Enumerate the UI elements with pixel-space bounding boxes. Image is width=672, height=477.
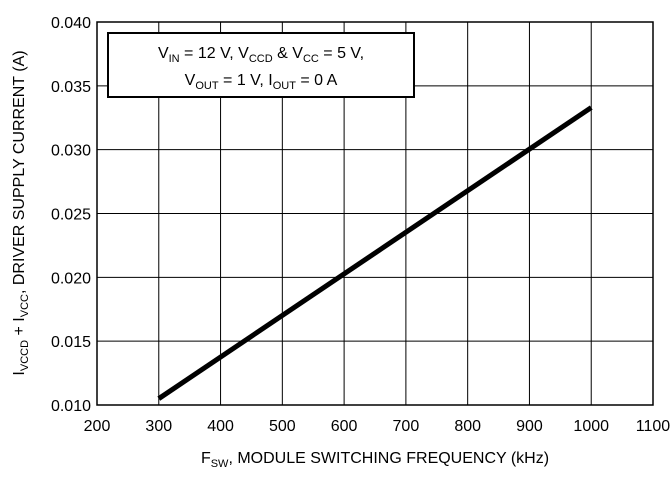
text-run: I <box>11 371 28 375</box>
annotation: VIN = 12 V, VCCD & VCC = 5 V, <box>158 45 364 65</box>
subscript: VCCD <box>19 340 31 371</box>
x-tick-label: 1100 <box>636 418 671 435</box>
text-run: , MODULE SWITCHING FREQUENCY (kHz) <box>228 450 549 467</box>
text-run: F <box>201 450 211 467</box>
y-axis-label: IVCCD + IVCC, DRIVER SUPPLY CURRENT (A) <box>11 50 31 375</box>
x-tick-label: 300 <box>145 418 172 435</box>
y-tick-label: 0.015 <box>51 334 91 351</box>
y-tick-label: 0.040 <box>51 15 91 32</box>
subscript: VCC <box>19 294 31 317</box>
text-run: V <box>158 45 169 62</box>
text-run: = 12 V, V <box>180 45 250 62</box>
annotation-box <box>107 32 415 98</box>
x-tick-label: 600 <box>331 418 358 435</box>
subscript: CC <box>303 53 319 65</box>
subscript: OUT <box>273 80 297 92</box>
text-run: = 1 V, I <box>219 72 273 89</box>
x-axis-label: FSW, MODULE SWITCHING FREQUENCY (kHz) <box>201 450 549 470</box>
x-tick-label: 1000 <box>573 418 609 435</box>
y-tick-label: 0.030 <box>51 143 91 160</box>
text-run: = 0 A <box>296 72 338 89</box>
subscript: IN <box>169 53 180 65</box>
x-tick-label: 900 <box>516 418 543 435</box>
x-tick-label: 200 <box>84 418 111 435</box>
x-tick-label: 400 <box>207 418 234 435</box>
subscript: OUT <box>195 80 219 92</box>
y-tick-label: 0.020 <box>51 270 91 287</box>
text-run: & V <box>273 45 304 62</box>
text-run: V <box>185 72 196 89</box>
x-tick-label: 800 <box>454 418 481 435</box>
subscript: SW <box>211 458 229 470</box>
y-tick-label: 0.035 <box>51 79 91 96</box>
plot-frame <box>96 21 654 406</box>
data-line <box>157 105 593 401</box>
y-tick-label: 0.010 <box>51 398 91 415</box>
text-run: + I <box>11 317 28 340</box>
subscript: CCD <box>249 53 273 65</box>
text-run: = 5 V, <box>319 45 364 62</box>
x-tick-label: 700 <box>393 418 420 435</box>
text-run: , DRIVER SUPPLY CURRENT (A) <box>11 50 28 294</box>
x-tick-label: 500 <box>269 418 296 435</box>
y-tick-label: 0.025 <box>51 207 91 224</box>
annotation: VOUT = 1 V, IOUT = 0 A <box>185 72 338 92</box>
